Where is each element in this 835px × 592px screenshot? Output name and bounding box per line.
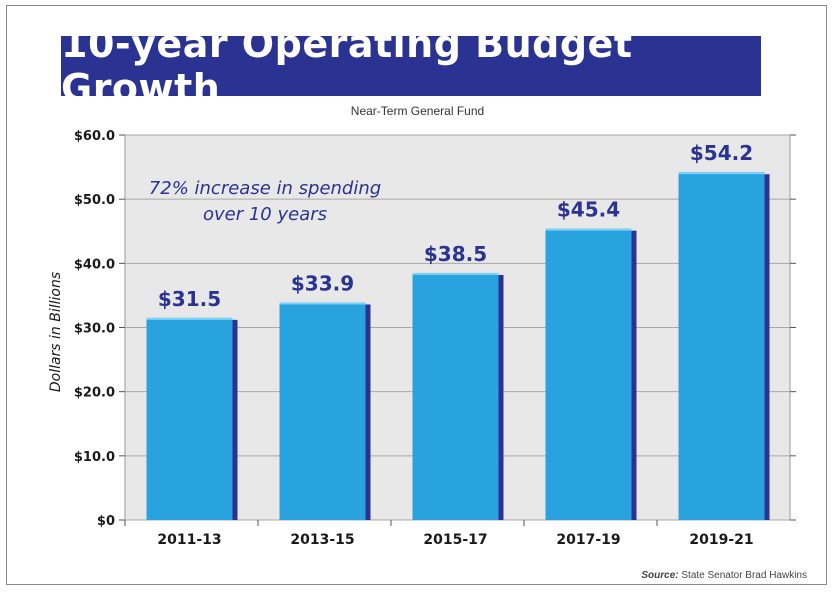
annotation-line-2: over 10 years bbox=[203, 204, 327, 225]
bar-shadow bbox=[232, 319, 238, 520]
bar-data-label: $31.5 bbox=[158, 287, 221, 311]
y-axis-label: Dollars in Billions bbox=[48, 272, 64, 392]
y-tick-label: $60.0 bbox=[74, 129, 115, 144]
x-tick-label: 2013-15 bbox=[290, 532, 354, 548]
y-tick-label: $0 bbox=[97, 514, 115, 529]
bar-data-label: $45.4 bbox=[557, 198, 620, 222]
title-banner: 10-year Operating Budget Growth bbox=[61, 22, 761, 110]
y-tick-label: $10.0 bbox=[74, 450, 115, 465]
bar-top-highlight bbox=[545, 228, 632, 231]
y-tick-label: $20.0 bbox=[74, 386, 115, 401]
bar-data-label: $54.2 bbox=[690, 141, 753, 165]
bar bbox=[545, 228, 632, 520]
bar-shadow bbox=[498, 274, 504, 520]
x-tick-label: 2019-21 bbox=[689, 532, 753, 548]
bar-top-highlight bbox=[279, 302, 366, 305]
chart-subtitle: Near-Term General Fund bbox=[350, 104, 485, 118]
y-tick-label: $40.0 bbox=[74, 257, 115, 272]
bar bbox=[146, 317, 233, 520]
x-tick-label: 2017-19 bbox=[556, 532, 620, 548]
bar-shadow bbox=[365, 304, 371, 520]
y-tick-label: $30.0 bbox=[74, 322, 115, 337]
source-text: State Senator Brad Hawkins bbox=[681, 570, 807, 581]
x-tick-label: 2011-13 bbox=[157, 532, 221, 548]
bar bbox=[412, 272, 499, 520]
bar-top-highlight bbox=[412, 272, 499, 275]
y-tick-label: $50.0 bbox=[74, 193, 115, 208]
bar-shadow bbox=[631, 230, 637, 520]
bar-data-label: $33.9 bbox=[291, 271, 354, 295]
x-tick-label: 2015-17 bbox=[423, 532, 487, 548]
bar-top-highlight bbox=[678, 172, 765, 175]
source-label: Source: bbox=[641, 570, 679, 581]
bar bbox=[279, 302, 366, 520]
bar-data-label: $38.5 bbox=[424, 242, 487, 266]
annotation-line-1: 72% increase in spending bbox=[149, 178, 381, 199]
bar-top-highlight bbox=[146, 317, 233, 320]
bar bbox=[678, 172, 765, 520]
chart-title: 10-year Operating Budget Growth bbox=[61, 22, 633, 110]
source-note: Source: State Senator Brad Hawkins bbox=[641, 570, 807, 581]
bar-shadow bbox=[764, 174, 770, 520]
